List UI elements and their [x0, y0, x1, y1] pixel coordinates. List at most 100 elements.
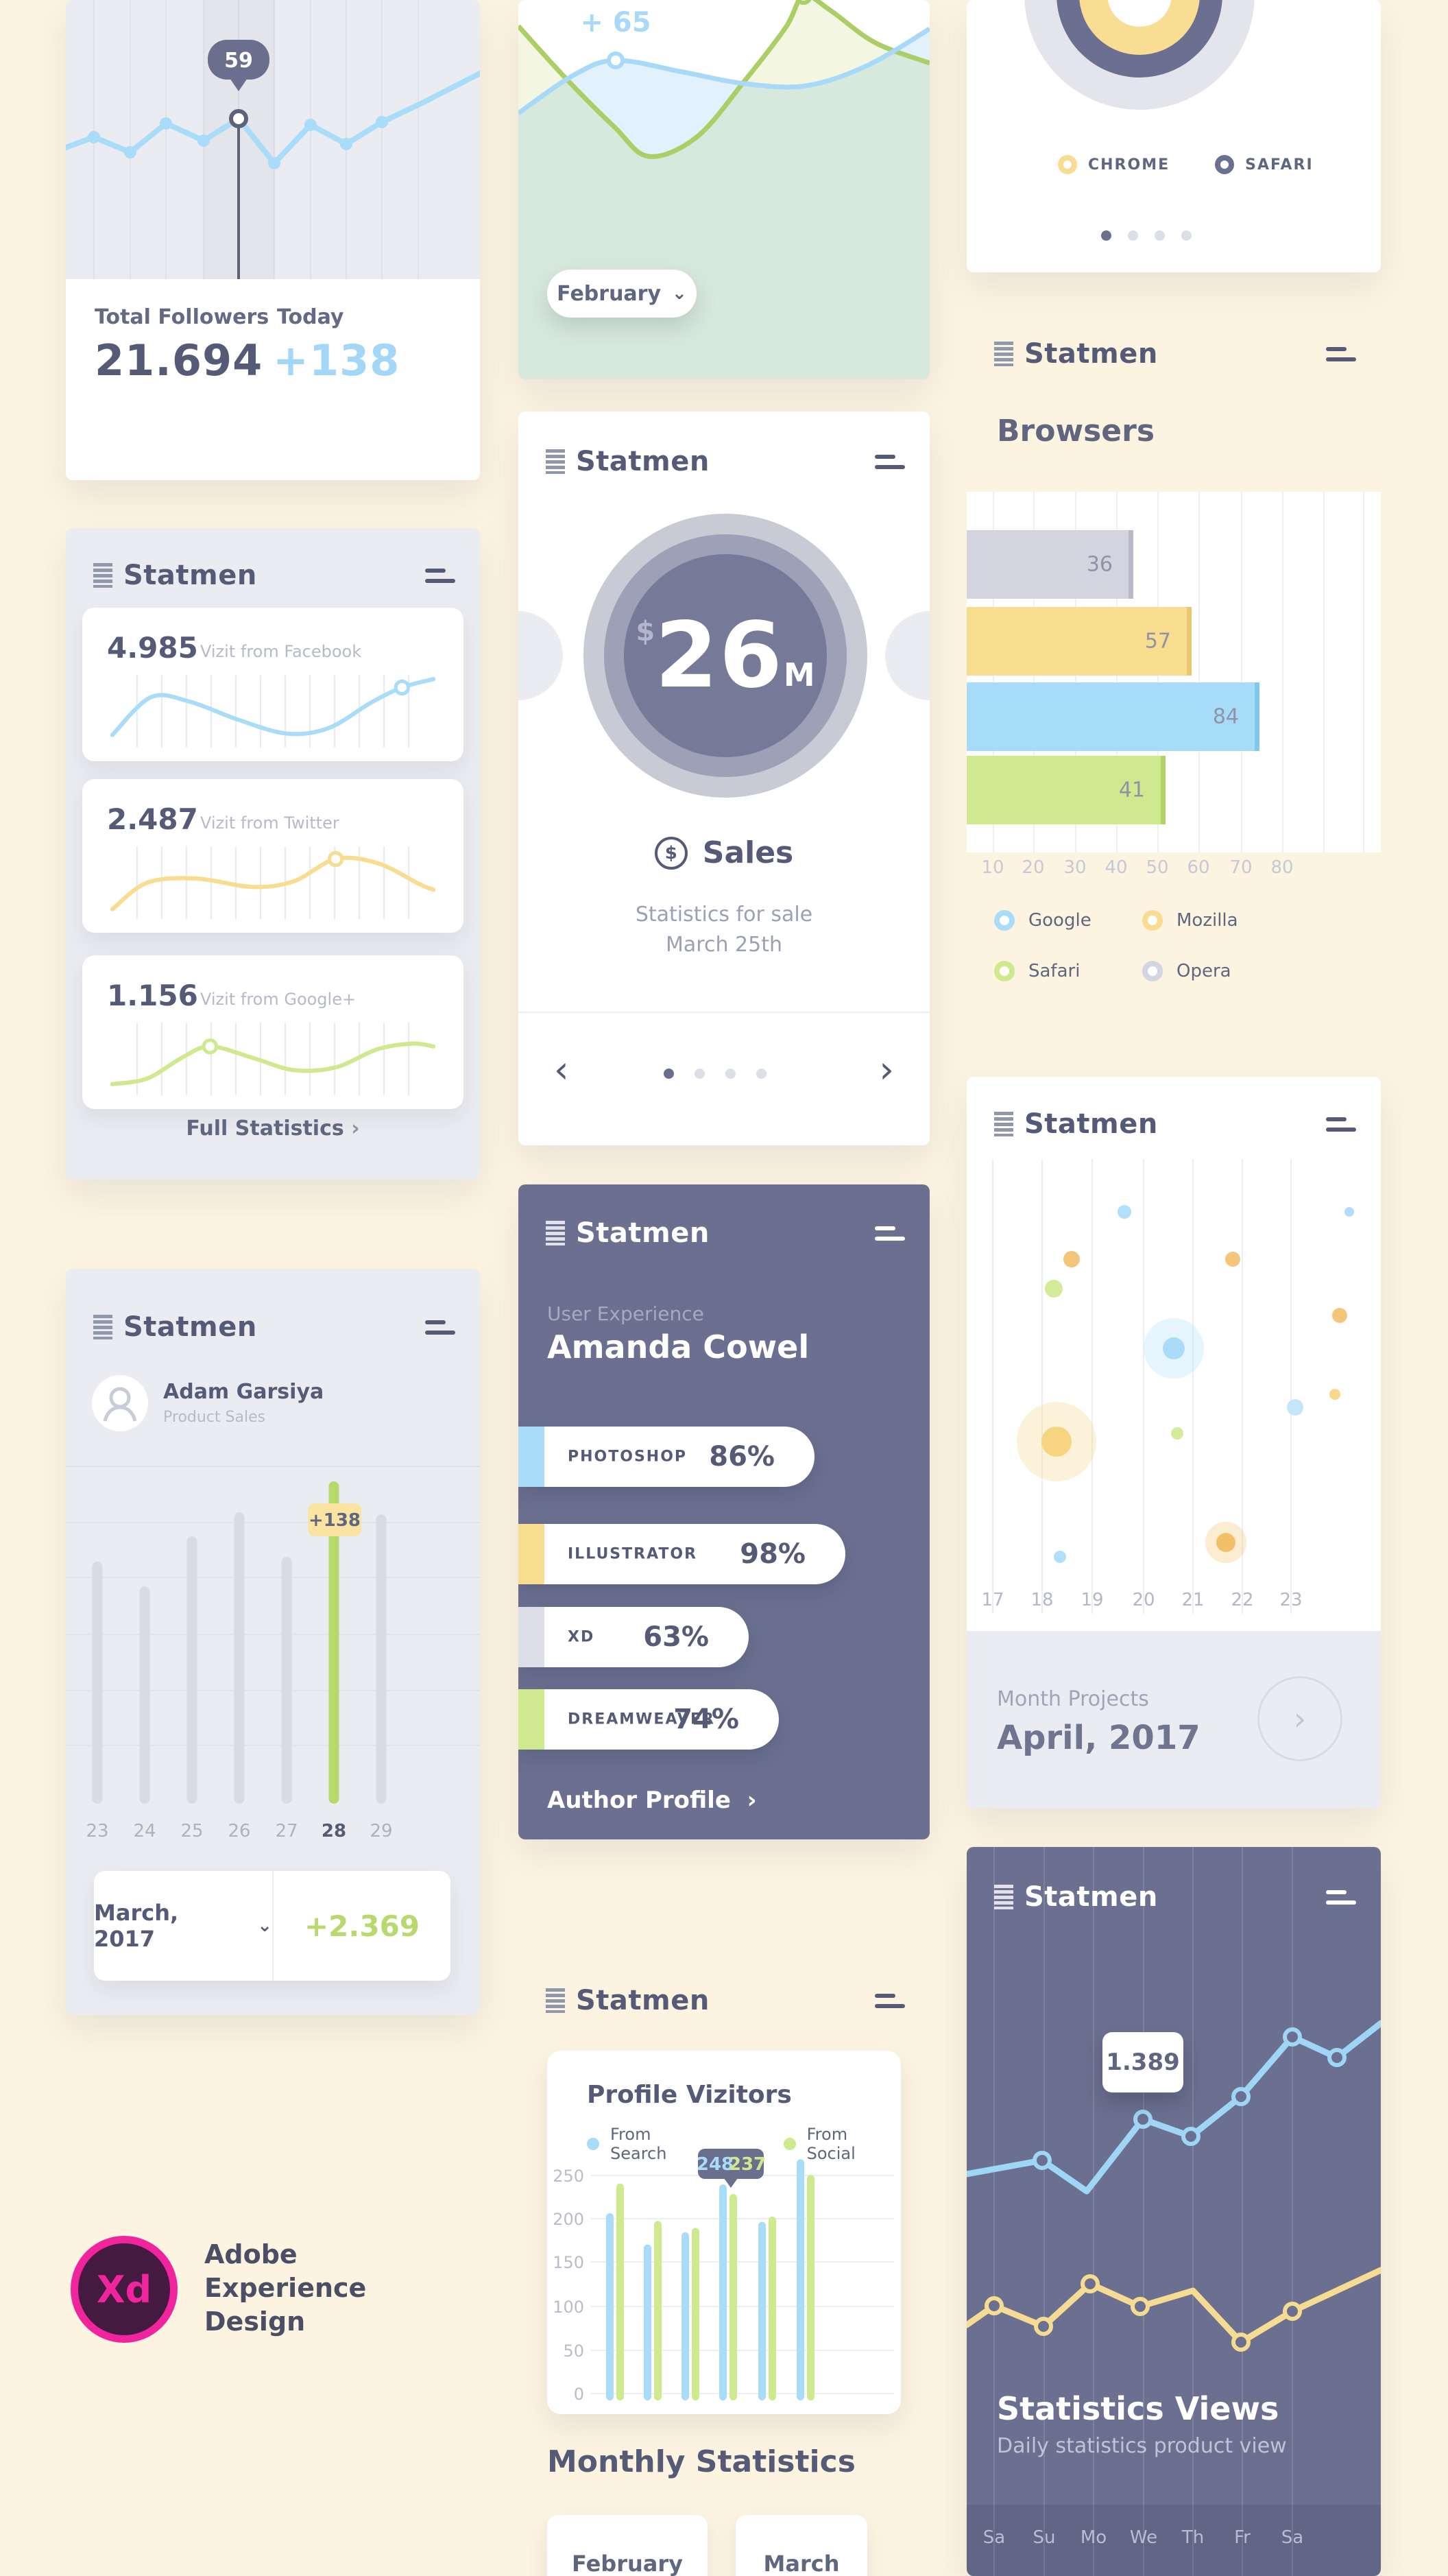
legend-marker: [783, 2138, 796, 2150]
gauge-unit: M: [783, 656, 815, 693]
bubble: [1063, 1251, 1080, 1267]
y-tick: 250: [553, 2167, 584, 2186]
bar-from-social: [729, 2194, 737, 2400]
app-title: Statmen: [1024, 338, 1158, 370]
carousel-next-button[interactable]: ›: [879, 1048, 894, 1091]
area-compare-chart: [518, 0, 930, 379]
carousel-dot[interactable]: [1101, 230, 1111, 241]
monthly-statistics-heading: Monthly Statistics: [547, 2444, 856, 2479]
carousel-dots: [1101, 230, 1192, 241]
facebook-visits-tile[interactable]: 4.985 Vizit from Facebook: [82, 608, 463, 761]
menu-icon[interactable]: [875, 1226, 905, 1241]
carousel-dot[interactable]: [664, 1069, 674, 1079]
bar-value: 84: [1212, 704, 1239, 729]
skill-bar: ILLUSTRATOR 98%: [518, 1524, 845, 1584]
legend-item: Opera: [1142, 961, 1290, 981]
statistics-views-line-chart: [967, 1847, 1381, 2576]
carousel-dot[interactable]: [695, 1069, 705, 1079]
axis-tick: Mo: [1080, 2527, 1107, 2548]
skill-accent: [518, 1524, 544, 1584]
legend-label: CHROME: [1088, 156, 1170, 174]
skill-accent: [518, 1689, 544, 1750]
skill-pct: 74%: [673, 1704, 739, 1735]
app-title: Statmen: [1024, 1108, 1158, 1140]
skill-bar: XD 63%: [518, 1607, 749, 1667]
bar: 84: [967, 682, 1259, 751]
twitter-visits-tile[interactable]: 2.487 Vizit from Twitter: [82, 779, 463, 933]
axis-tick: 80: [1270, 857, 1294, 878]
visitors-legend: From Search From Social: [587, 2125, 901, 2163]
carousel-peek-left: [518, 611, 563, 700]
carousel-dot[interactable]: [756, 1069, 767, 1079]
carousel-dot[interactable]: [1155, 230, 1165, 241]
y-tick: 200: [553, 2210, 584, 2229]
bubble: [1171, 1427, 1183, 1440]
blue-marker: [1033, 2151, 1052, 2170]
avatar[interactable]: [92, 1375, 148, 1431]
month-dropdown[interactable]: February ⌄: [547, 270, 697, 318]
axis-tick: We: [1129, 2527, 1158, 2548]
card-header: Statmen: [546, 1216, 905, 1250]
blue-line: [518, 26, 930, 115]
curve-series: [110, 855, 436, 911]
visitors-panel: Profile Vizitors From Search From Social …: [547, 2051, 901, 2414]
bar: [139, 1586, 150, 1804]
axis-tick: 17: [981, 1590, 1004, 1610]
menu-icon[interactable]: [425, 568, 455, 583]
menu-icon[interactable]: [1326, 346, 1356, 361]
legend-label: From Search: [610, 2125, 667, 2163]
sales-gauge-card: Statmen $ 26 M $ Sales Statistics for sa…: [518, 412, 930, 1145]
bar-from-search: [606, 2213, 614, 2400]
author-profile-link[interactable]: Author Profile ›: [547, 1787, 757, 1814]
gauge-ring-inner: [624, 554, 827, 757]
bar-from-social: [616, 2183, 624, 2400]
chevron-right-icon: ›: [1293, 1700, 1307, 1737]
statmen-logo-icon: [546, 1988, 565, 2013]
card-header: Statmen: [93, 558, 455, 593]
february-button[interactable]: February: [547, 2515, 708, 2576]
point-marker: [376, 116, 388, 128]
menu-icon[interactable]: [1326, 1117, 1356, 1132]
menu-icon[interactable]: [1326, 1889, 1356, 1905]
followers-card: 59 Total Followers 21.694 Today +138: [66, 0, 480, 480]
month-selector[interactable]: March, 2017 ⌄: [94, 1871, 274, 1981]
sales-subtitle-2: March 25th: [666, 933, 782, 957]
gauge-value: $ 26 M: [583, 514, 867, 798]
menu-icon[interactable]: [875, 454, 905, 469]
bar-from-search: [719, 2184, 727, 2400]
menu-icon[interactable]: [875, 1993, 905, 2008]
statmen-logo-icon: [546, 1221, 565, 1245]
point-marker: [304, 119, 317, 131]
gridline: [1282, 492, 1283, 852]
browsers-x-axis: 10 20 30 40 50 60 70 80: [967, 857, 1381, 881]
point-marker: [202, 1038, 219, 1055]
blue-marker: [1181, 2127, 1200, 2146]
carousel-dot[interactable]: [1128, 230, 1138, 241]
googleplus-visits-tile[interactable]: 1.156 Vizit from Google+: [82, 955, 463, 1109]
axis-tick: 19: [1081, 1590, 1104, 1610]
bar-cap: [1255, 682, 1259, 751]
menu-icon[interactable]: [425, 1320, 455, 1335]
carousel-prev-button[interactable]: ‹: [554, 1048, 569, 1091]
march-button[interactable]: March: [736, 2515, 867, 2576]
bar: 41: [967, 756, 1166, 824]
app-title: Statmen: [123, 560, 257, 591]
statistics-views-title: Statistics Views: [997, 2390, 1279, 2427]
carousel-dot[interactable]: [725, 1069, 736, 1079]
skill-label: PHOTOSHOP: [568, 1448, 688, 1466]
carousel-peek-right: [885, 611, 930, 700]
legend-marker: [1142, 910, 1163, 931]
axis-tick: 40: [1105, 857, 1128, 878]
carousel-dot[interactable]: [1181, 230, 1192, 241]
donut-chart: [967, 0, 1381, 272]
next-month-button[interactable]: ›: [1257, 1676, 1342, 1761]
gridline: [1363, 492, 1364, 852]
skill-accent: [518, 1607, 544, 1667]
experience-line: Experience: [204, 2273, 367, 2303]
month-projects-card: Statmen 17 18 19 20 21 22 23 Month Projects Ap…: [967, 1077, 1381, 1809]
statmen-logo-icon: [994, 1885, 1013, 1909]
green-marker: [795, 0, 812, 5]
full-statistics-link[interactable]: Full Statistics ›: [66, 1117, 480, 1141]
